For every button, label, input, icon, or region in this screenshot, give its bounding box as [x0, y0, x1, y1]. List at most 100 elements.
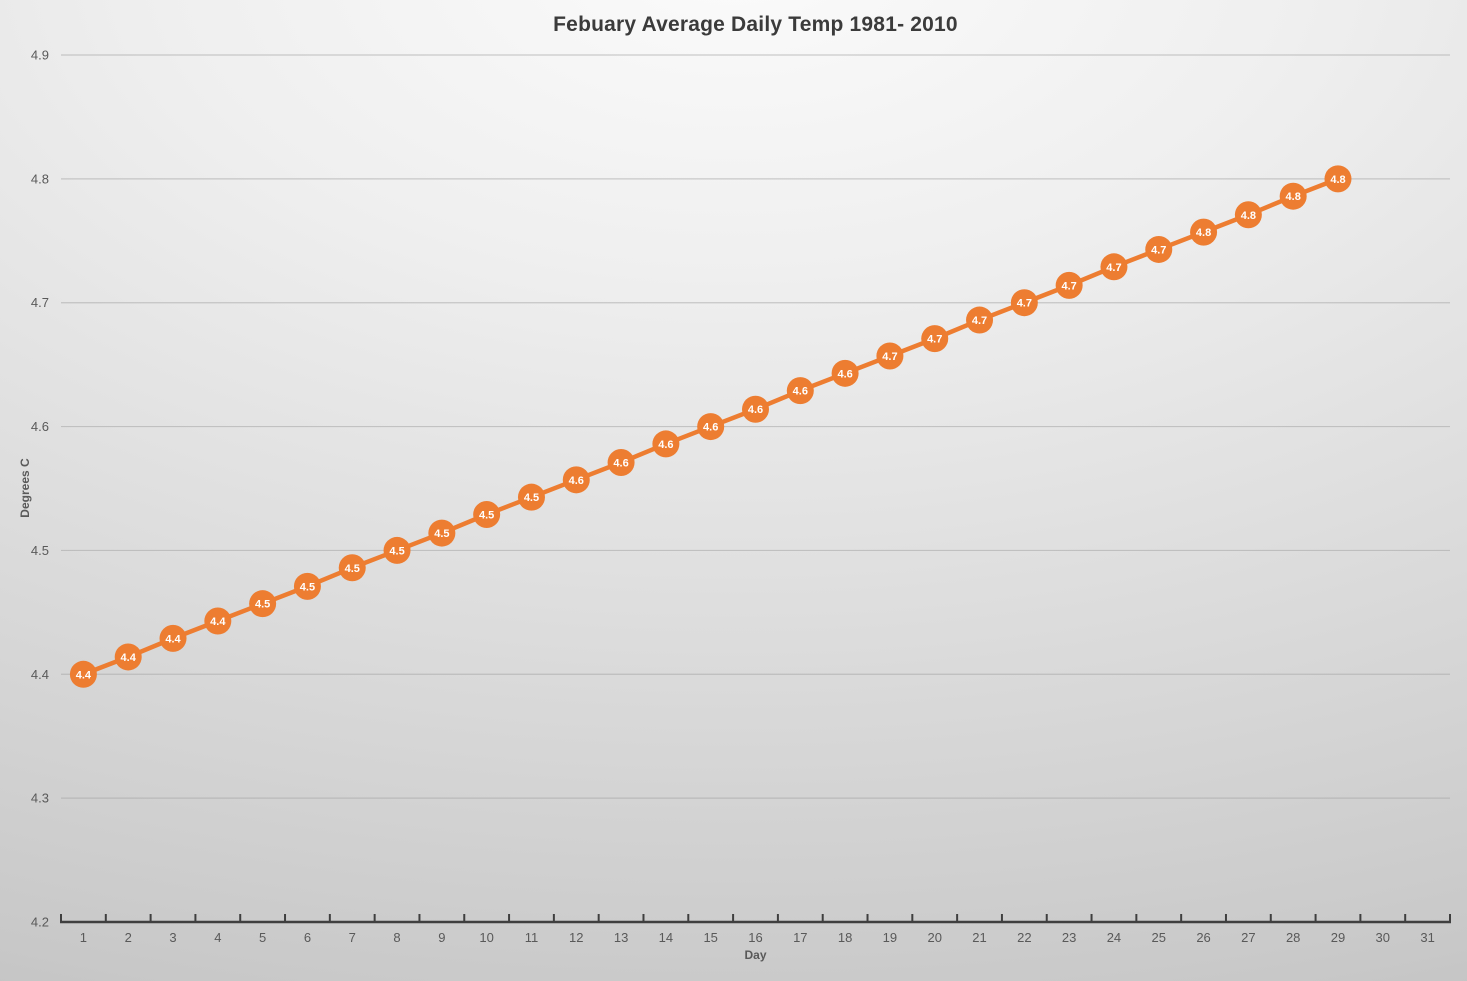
x-axis-tick-label: 12 — [569, 930, 583, 945]
data-point-marker-day-27 — [1234, 201, 1262, 229]
data-point-marker-day-13 — [607, 448, 635, 476]
y-axis-title: Degrees C — [18, 458, 32, 518]
data-point-marker-day-20 — [921, 325, 949, 353]
x-axis-tick-label: 13 — [614, 930, 628, 945]
data-point-marker-day-17 — [786, 377, 814, 405]
x-axis-tick-label: 1 — [80, 930, 87, 945]
data-point-label: 4.4 — [210, 616, 226, 628]
data-point-label: 4.4 — [165, 633, 181, 645]
data-point-label: 4.4 — [121, 652, 137, 664]
data-point-marker-day-4 — [204, 607, 232, 635]
data-point-label: 4.6 — [793, 386, 808, 398]
data-point-label: 4.7 — [1151, 244, 1166, 256]
data-point-label: 4.8 — [1196, 227, 1211, 239]
data-point-marker-day-2 — [114, 643, 142, 671]
data-point-label: 4.5 — [479, 510, 494, 522]
x-axis-tick-label: 7 — [349, 930, 356, 945]
data-point-marker-day-15 — [697, 413, 725, 441]
x-axis-tick-label: 24 — [1107, 930, 1121, 945]
x-axis-tick-label: 16 — [748, 930, 762, 945]
y-axis-tick-label: 4.2 — [31, 915, 49, 930]
x-axis-tick-label: 18 — [838, 930, 852, 945]
x-axis-tick-label: 3 — [169, 930, 176, 945]
y-axis-tick-label: 4.8 — [31, 171, 49, 186]
data-point-label: 4.7 — [972, 315, 987, 327]
data-point-label: 4.6 — [748, 404, 763, 416]
data-point-marker-day-3 — [159, 624, 187, 652]
x-axis-tick-label: 5 — [259, 930, 266, 945]
data-point-marker-day-9 — [428, 519, 456, 547]
x-axis-tick-label: 26 — [1196, 930, 1210, 945]
x-axis-tick-label: 11 — [525, 930, 539, 945]
data-point-marker-day-29 — [1324, 165, 1352, 193]
x-axis-tick-label: 10 — [479, 930, 493, 945]
data-point-label: 4.5 — [389, 545, 404, 557]
data-point-label: 4.8 — [1286, 191, 1301, 203]
x-axis-tick-label: 27 — [1241, 930, 1255, 945]
data-point-marker-day-14 — [652, 430, 680, 458]
data-point-label: 4.7 — [1017, 298, 1032, 310]
x-axis-tick-label: 17 — [793, 930, 807, 945]
data-point-label: 4.5 — [345, 563, 360, 575]
data-point-marker-day-10 — [473, 501, 501, 529]
data-point-label: 4.6 — [703, 422, 718, 434]
data-point-marker-day-8 — [383, 536, 411, 564]
x-axis-tick-label: 6 — [304, 930, 311, 945]
data-point-label: 4.7 — [927, 334, 942, 346]
x-axis-tick-label: 2 — [125, 930, 132, 945]
data-point-marker-day-24 — [1100, 253, 1128, 281]
x-axis-tick-label: 4 — [214, 930, 221, 945]
data-point-marker-day-6 — [293, 572, 321, 600]
data-point-marker-day-1 — [69, 660, 97, 688]
data-point-marker-day-7 — [338, 554, 366, 582]
data-point-label: 4.5 — [255, 599, 270, 611]
data-point-marker-day-26 — [1190, 218, 1218, 246]
data-point-marker-day-16 — [742, 395, 769, 423]
data-point-marker-day-19 — [876, 342, 904, 370]
y-axis-tick-label: 4.9 — [31, 48, 49, 63]
x-axis-tick-label: 8 — [393, 930, 400, 945]
data-point-label: 4.7 — [882, 351, 897, 363]
y-axis-tick-label: 4.6 — [31, 419, 49, 434]
x-axis-title: Day — [744, 948, 767, 962]
x-axis-tick-label: 23 — [1062, 930, 1076, 945]
data-point-marker-day-22 — [1010, 289, 1038, 317]
data-point-marker-day-21 — [966, 306, 994, 334]
x-axis-tick-label: 29 — [1331, 930, 1345, 945]
y-axis-tick-label: 4.5 — [31, 543, 49, 558]
data-point-label: 4.6 — [837, 368, 852, 380]
y-axis-tick-label: 4.7 — [31, 295, 49, 310]
data-point-marker-day-28 — [1279, 182, 1307, 210]
y-axis-tick-label: 4.4 — [31, 667, 49, 682]
data-point-marker-day-11 — [517, 483, 545, 511]
data-point-marker-day-23 — [1055, 271, 1083, 299]
data-point-label: 4.5 — [300, 581, 315, 593]
x-axis-tick-label: 21 — [972, 930, 986, 945]
data-point-label: 4.4 — [76, 669, 92, 681]
x-axis-tick-label: 30 — [1376, 930, 1390, 945]
data-point-label: 4.7 — [1106, 262, 1121, 274]
x-axis-tick-label: 31 — [1420, 930, 1434, 945]
x-axis-tick-label: 20 — [927, 930, 941, 945]
data-point-label: 4.6 — [613, 457, 628, 469]
data-point-label: 4.6 — [569, 475, 584, 487]
x-axis-tick-label: 22 — [1017, 930, 1031, 945]
data-point-marker-day-18 — [831, 359, 859, 387]
y-axis-tick-label: 4.3 — [31, 791, 49, 806]
data-point-label: 4.7 — [1061, 280, 1076, 292]
x-axis-tick-label: 15 — [703, 930, 717, 945]
data-point-label: 4.6 — [658, 439, 673, 451]
x-axis-tick-label: 9 — [438, 930, 445, 945]
data-point-marker-day-12 — [562, 466, 590, 494]
data-point-label: 4.5 — [524, 492, 539, 504]
data-point-label: 4.5 — [434, 528, 449, 540]
x-axis-tick-label: 28 — [1286, 930, 1300, 945]
data-point-label: 4.8 — [1241, 210, 1256, 222]
x-axis-tick-label: 25 — [1152, 930, 1166, 945]
x-axis-tick-label: 14 — [659, 930, 673, 945]
data-point-marker-day-25 — [1145, 235, 1173, 263]
x-axis-tick-label: 19 — [883, 930, 897, 945]
data-point-marker-day-5 — [249, 590, 277, 618]
chart-title: Febuary Average Daily Temp 1981- 2010 — [553, 13, 958, 36]
